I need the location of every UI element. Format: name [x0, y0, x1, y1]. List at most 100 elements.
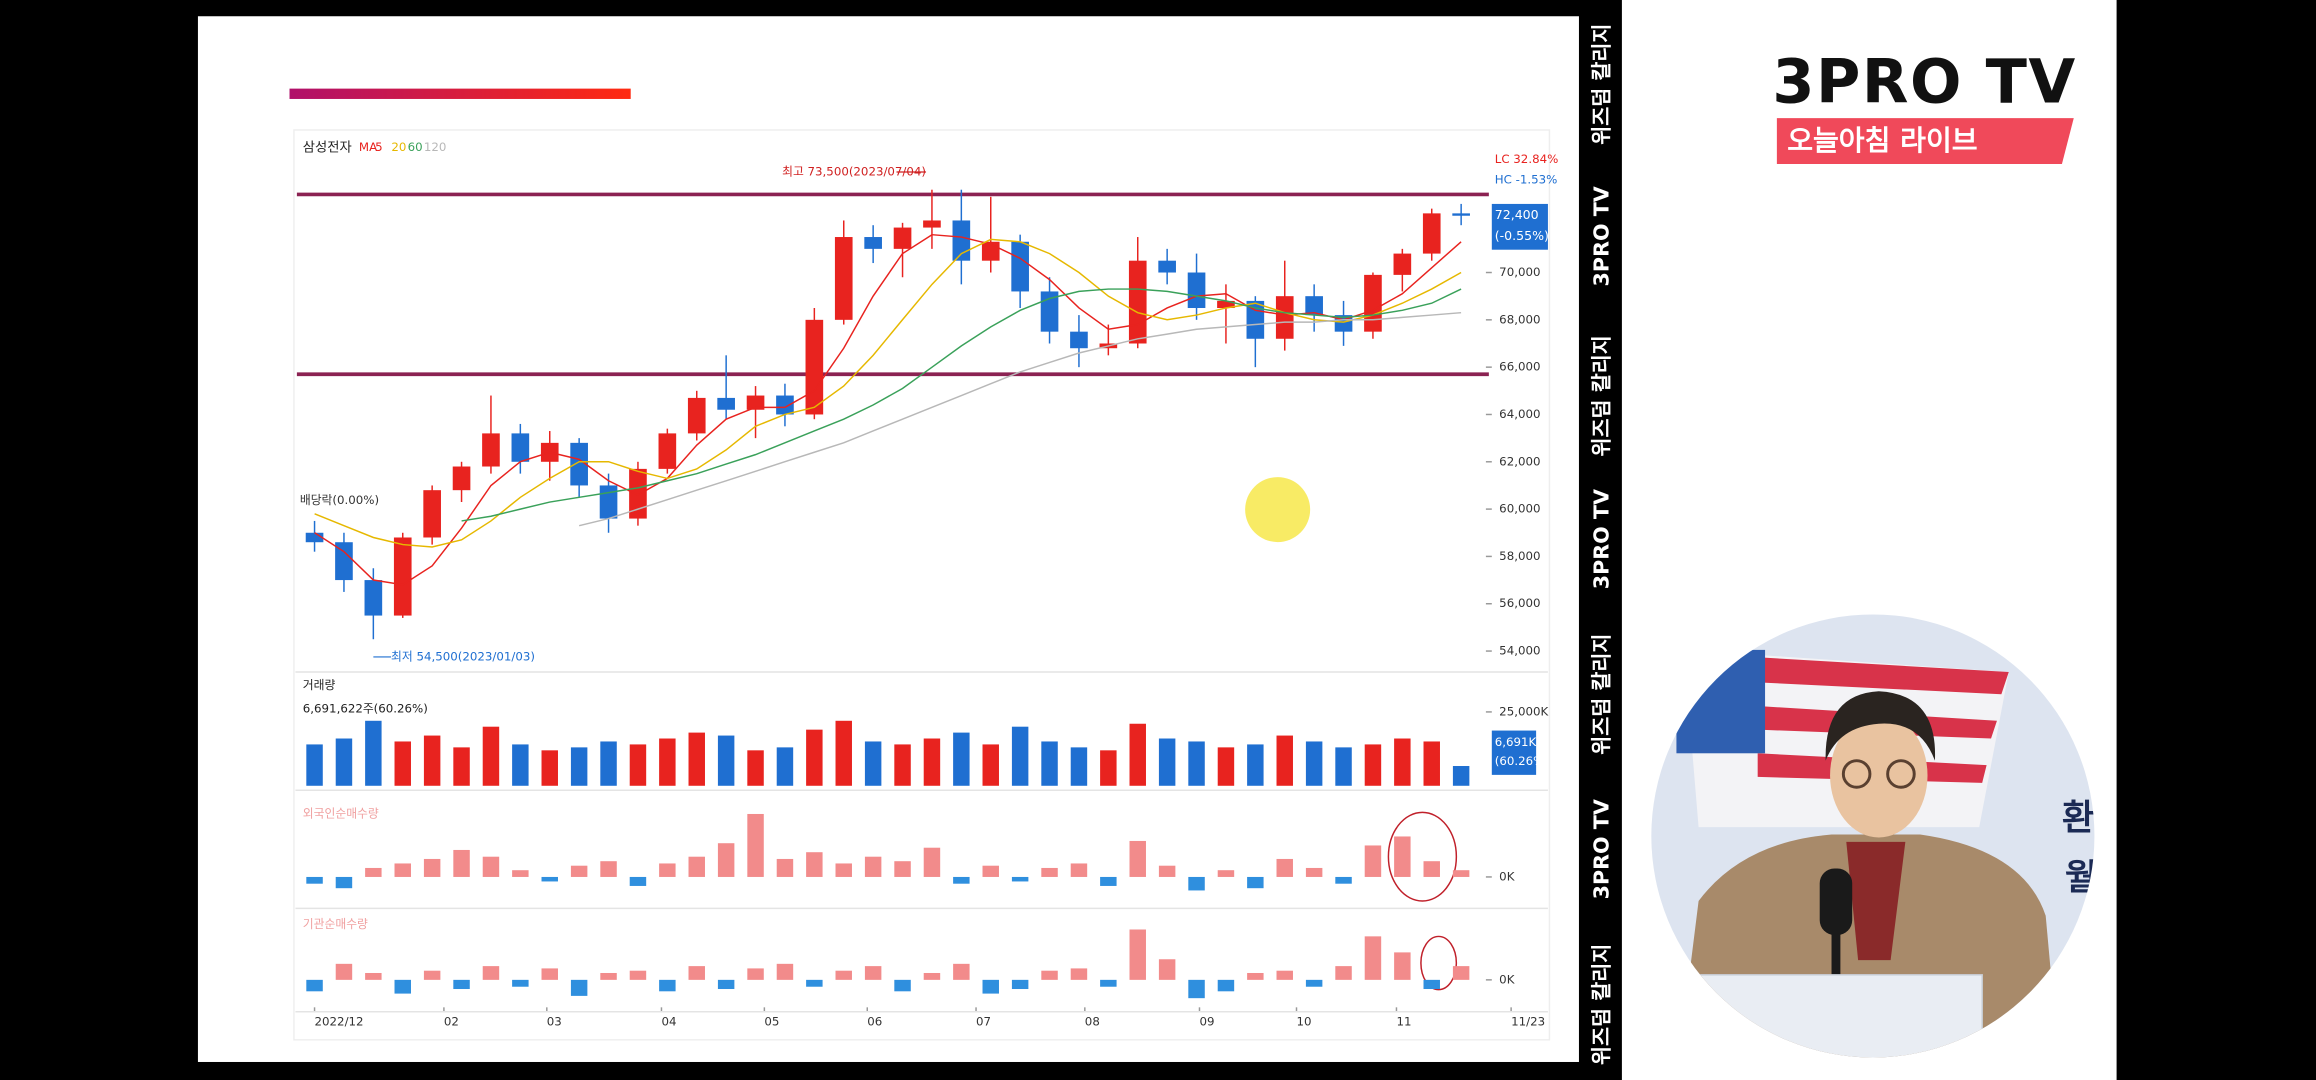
x-tick-label: 11/23	[1511, 1015, 1545, 1029]
banner-bg	[1776, 118, 2074, 164]
candle-body	[1040, 291, 1059, 332]
bar	[482, 856, 500, 877]
glasses	[1886, 759, 1916, 789]
last-price-box	[1491, 203, 1548, 250]
bar	[894, 744, 911, 786]
candle-body	[658, 433, 677, 469]
legend-entry: 20	[391, 140, 406, 154]
y-tick-label: 58,000	[1499, 549, 1540, 563]
bar	[541, 750, 558, 786]
bar	[1364, 936, 1382, 980]
bar	[482, 726, 500, 786]
candle-body	[746, 395, 765, 410]
bar	[776, 963, 794, 980]
candle-body	[1305, 296, 1323, 316]
bar	[394, 741, 411, 786]
event-label: 배당락(0.00%)	[300, 493, 379, 507]
last-change: (-0.55%)	[1495, 228, 1549, 243]
bar	[1364, 744, 1382, 786]
bar	[394, 863, 411, 877]
bar	[1452, 766, 1470, 786]
chart-title: 삼성전자	[303, 140, 352, 156]
bar	[1011, 979, 1029, 990]
x-tick-label: 07	[976, 1015, 991, 1029]
legend-entry: 60	[408, 140, 423, 154]
bar	[1276, 735, 1293, 786]
candle-body	[717, 397, 735, 410]
x-tick-label: 05	[764, 1015, 779, 1029]
ma-line	[314, 238, 1462, 548]
bar	[1129, 929, 1146, 980]
candle-body	[482, 433, 500, 467]
candle-body	[335, 542, 353, 581]
bar	[1188, 876, 1205, 891]
strip-label: 위즈덤 칼리지	[1590, 944, 1614, 1065]
x-tick-label: 10	[1297, 1015, 1312, 1029]
bar	[1247, 972, 1264, 980]
bar	[365, 972, 382, 980]
strip-label: 위즈덤 칼리지	[1590, 24, 1614, 145]
bar	[717, 843, 735, 877]
bar	[1011, 726, 1029, 786]
y-tick-label: 70,000	[1499, 265, 1540, 279]
highlight-circle	[1387, 811, 1458, 902]
candle-body	[599, 485, 618, 519]
bar	[1423, 979, 1440, 990]
bar	[717, 979, 735, 990]
bar	[1394, 836, 1411, 877]
bar	[1394, 952, 1411, 980]
bar	[776, 747, 794, 786]
bar	[1100, 750, 1117, 786]
legend-entry: 120	[424, 140, 447, 154]
legend-label: MA	[359, 140, 377, 154]
bar	[1305, 741, 1323, 786]
bar	[1247, 876, 1264, 889]
bar	[482, 966, 500, 980]
candle-body	[1275, 296, 1294, 339]
bar	[600, 972, 617, 980]
bar	[1041, 970, 1058, 980]
hair	[1825, 691, 1936, 761]
bar	[1158, 959, 1176, 980]
bar	[1041, 741, 1058, 786]
last-share: (60.26%)	[1495, 754, 1549, 768]
strip-label: 3PRO TV	[1590, 186, 1614, 286]
y-tick-label: 68,000	[1499, 312, 1540, 326]
bar	[923, 847, 941, 877]
logo: 3PRO TV	[1772, 47, 2075, 117]
candle-body	[893, 227, 912, 249]
bar	[1188, 979, 1205, 999]
bar	[306, 979, 323, 992]
bar	[365, 867, 382, 877]
candle-body	[776, 395, 794, 415]
bar	[1217, 870, 1235, 877]
x-tick-label: 09	[1199, 1015, 1214, 1029]
shirt	[1846, 841, 1906, 961]
high-annotation: 최고 73,500(2023/07/04)	[782, 164, 926, 178]
bar	[894, 979, 911, 992]
bar	[747, 813, 764, 877]
candle-body	[952, 220, 971, 261]
y-tick-label: 64,000	[1499, 407, 1540, 421]
bar	[1305, 979, 1323, 987]
chart: 54,000 56,000 58,000 60,000 62,000 64,000 66,0…	[295, 140, 1558, 1029]
candle-body	[805, 319, 824, 415]
microphone	[1819, 868, 1853, 935]
bar	[1335, 966, 1352, 980]
x-tick-label: 2022/12	[315, 1015, 364, 1029]
candle-body	[1011, 241, 1029, 292]
bar	[570, 747, 588, 786]
panel-title: 외국인순매수량	[303, 806, 379, 820]
candle-body	[1187, 272, 1206, 309]
candle-body	[423, 490, 441, 538]
y-tick-label: 0K	[1499, 972, 1515, 986]
bar	[864, 741, 882, 786]
bar	[1041, 867, 1058, 877]
bar	[1011, 876, 1029, 882]
accent-bar	[289, 88, 631, 99]
bar	[953, 963, 970, 980]
strip-bg	[1580, 0, 1622, 1080]
y-tick-label: 60,000	[1499, 502, 1540, 516]
bar	[512, 744, 529, 786]
